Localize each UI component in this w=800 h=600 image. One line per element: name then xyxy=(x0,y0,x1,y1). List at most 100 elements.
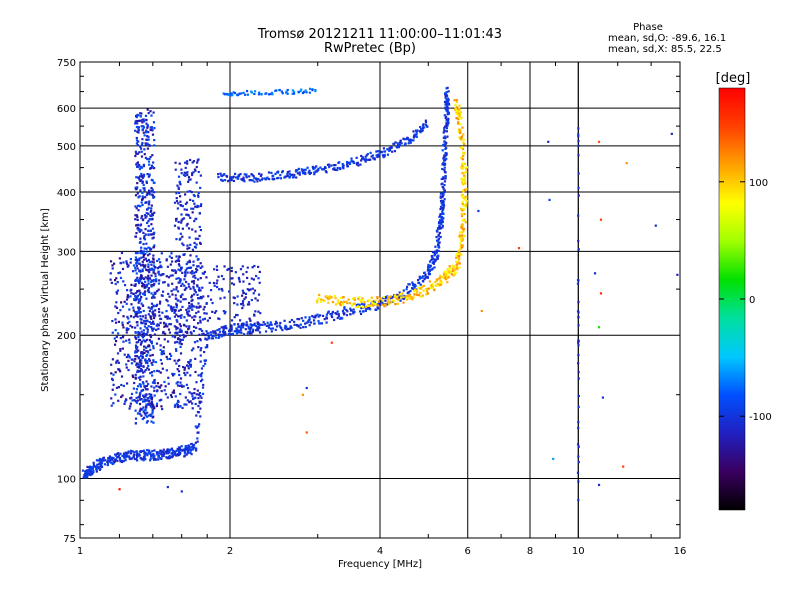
o-mode-point xyxy=(315,165,318,168)
spread-f-point xyxy=(142,242,145,246)
o-mode-point xyxy=(398,141,402,144)
spread-f-point xyxy=(152,264,156,267)
x-mode-point xyxy=(412,296,415,299)
spread-f-point xyxy=(257,277,260,280)
o-mode-point xyxy=(270,91,274,94)
spread-f-point xyxy=(109,260,113,263)
o-mode-point xyxy=(162,454,165,457)
spread-f-point xyxy=(181,204,184,208)
spread-f-point xyxy=(174,403,177,406)
spread-f-point xyxy=(141,269,144,273)
o-mode-point xyxy=(164,450,168,453)
x-mode-point xyxy=(458,252,461,255)
spread-f-point xyxy=(151,214,155,217)
spread-f-point xyxy=(145,242,148,245)
spread-f-point xyxy=(138,163,141,167)
o-mode-point xyxy=(229,94,232,97)
isolated-point xyxy=(305,386,308,390)
o-mode-point xyxy=(445,91,448,94)
spread-f-point xyxy=(151,260,154,263)
o-mode-point xyxy=(206,338,209,341)
spread-f-point xyxy=(111,378,114,382)
x-mode-point xyxy=(440,275,444,279)
spread-f-point xyxy=(148,163,151,166)
o-mode-point xyxy=(179,448,182,451)
o-mode-point xyxy=(291,89,294,92)
o-mode-point xyxy=(336,166,339,170)
spread-f-point xyxy=(256,321,259,324)
o-mode-point xyxy=(299,323,302,326)
spread-f-point xyxy=(176,327,179,330)
o-mode-point xyxy=(308,171,311,174)
spread-f-point xyxy=(139,237,142,240)
spread-f-point xyxy=(184,161,187,164)
spread-f-point xyxy=(134,346,138,349)
spread-f-point xyxy=(146,250,149,253)
o-mode-point xyxy=(349,307,352,310)
spread-f-point xyxy=(179,300,182,303)
o-mode-point xyxy=(362,310,365,313)
o-mode-point xyxy=(277,170,280,173)
spread-f-point xyxy=(156,369,159,372)
spread-f-point xyxy=(169,323,173,326)
o-mode-point xyxy=(391,300,394,303)
spread-f-point xyxy=(215,265,219,268)
o-mode-point xyxy=(124,456,127,459)
spread-f-point xyxy=(147,246,150,249)
spread-f-point xyxy=(147,345,150,348)
spread-f-point xyxy=(246,276,249,280)
o-mode-point xyxy=(290,318,293,322)
spread-f-point xyxy=(142,277,146,280)
o-mode-point xyxy=(227,93,230,97)
o-mode-point xyxy=(89,467,92,471)
x-mode-point xyxy=(439,274,442,277)
o-mode-point xyxy=(171,452,174,455)
x-mode-point xyxy=(367,304,370,307)
o-mode-point xyxy=(441,207,444,210)
o-mode-point xyxy=(99,464,102,468)
spread-f-point xyxy=(151,133,155,136)
o-mode-point xyxy=(331,312,334,315)
spread-f-point xyxy=(161,273,164,276)
o-mode-point xyxy=(92,461,95,464)
x-mode-point xyxy=(452,274,455,277)
spread-f-point xyxy=(119,370,122,373)
x-mode-point xyxy=(461,238,464,242)
o-mode-point xyxy=(438,225,441,228)
spread-f-point xyxy=(134,326,137,329)
o-mode-point xyxy=(235,332,239,335)
o-mode-point xyxy=(284,175,287,178)
spread-f-point xyxy=(150,223,153,226)
spread-f-point xyxy=(188,260,192,264)
x-mode-point xyxy=(437,284,440,287)
o-mode-point xyxy=(349,313,352,316)
o-mode-point xyxy=(133,451,136,454)
x-mode-point xyxy=(464,198,467,201)
colorbar-label: [deg] xyxy=(716,71,751,86)
isolated-point xyxy=(593,272,597,275)
o-mode-point xyxy=(444,159,447,162)
spread-f-point xyxy=(147,287,151,290)
o-mode-point xyxy=(296,172,299,175)
spread-f-point xyxy=(184,273,187,276)
o-mode-point xyxy=(337,161,340,165)
o-mode-point xyxy=(383,150,386,153)
o-mode-point xyxy=(195,447,198,450)
spread-f-point xyxy=(128,308,131,311)
spread-f-point xyxy=(242,291,245,295)
x-mode-point xyxy=(459,117,462,120)
spread-f-point xyxy=(213,284,216,287)
spread-f-point xyxy=(143,416,146,419)
o-mode-point xyxy=(243,173,246,176)
o-mode-point xyxy=(185,444,188,448)
o-mode-point xyxy=(438,231,441,235)
o-mode-point xyxy=(81,469,85,472)
spread-f-point xyxy=(136,385,140,388)
x-mode-point xyxy=(464,171,467,174)
o-mode-point xyxy=(299,90,302,93)
spread-f-point xyxy=(199,277,202,280)
o-mode-point xyxy=(421,129,424,132)
o-mode-point xyxy=(402,297,405,300)
spread-f-point xyxy=(111,264,114,267)
spread-f-point xyxy=(178,323,181,326)
